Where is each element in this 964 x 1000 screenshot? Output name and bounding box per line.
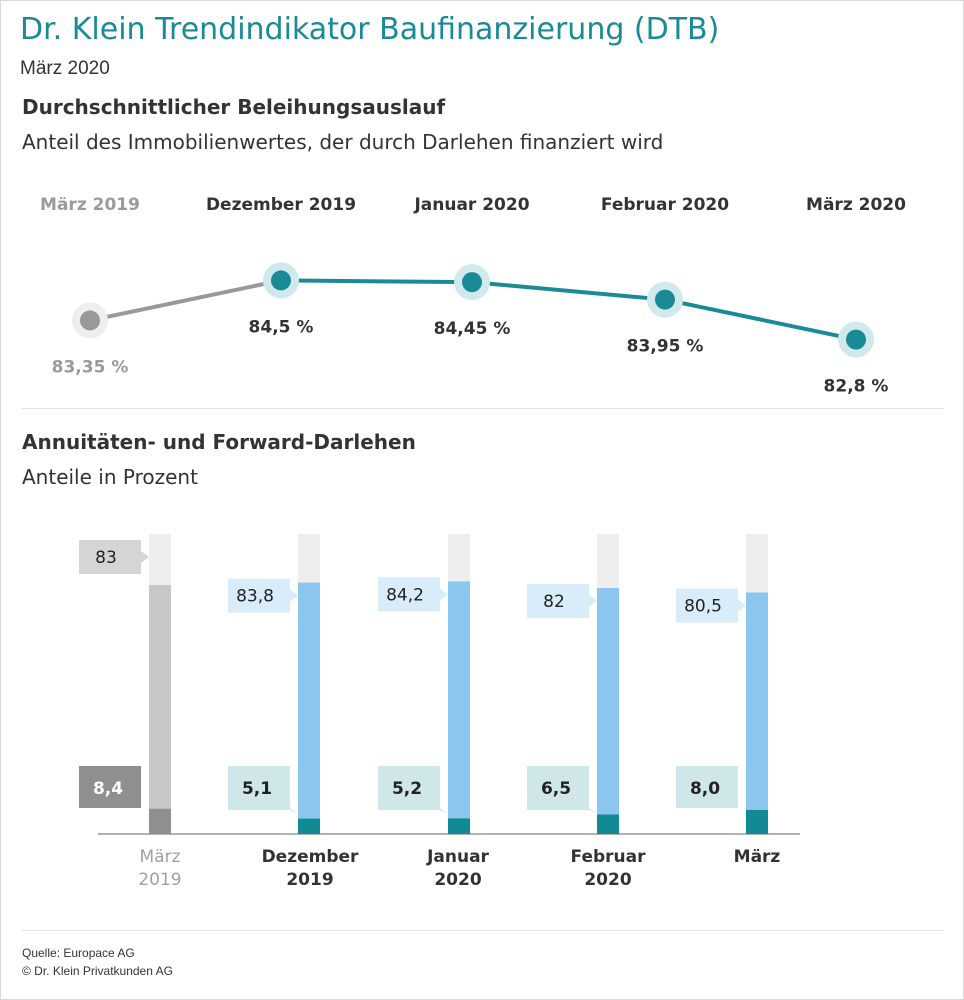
bar-category-label: Februar [571,847,647,867]
bar-category-label: 2019 [138,870,181,890]
bar-category-label: Januar [426,847,489,867]
bar-forward-callout [527,766,597,814]
bar-forward-callout [228,766,298,814]
bar-category-label: 2019 [286,870,333,890]
bar-annuity-callout [676,588,746,623]
bar-category-label: 2020 [434,870,481,890]
bar-annuity-value-label: 82 [543,592,565,612]
page-subtitle: März 2020 [20,58,110,79]
line-point [655,289,675,310]
bar-forward [597,814,619,834]
line-segment [470,280,667,302]
bar-annuity-value-label: 80,5 [684,597,722,617]
line-value-label: 82,8 % [824,377,889,397]
bar-annuity-value-label: 83 [95,548,117,568]
bar-forward-value-label: 5,2 [392,779,422,799]
line-value-label: 83,95 % [627,337,704,357]
bar-annuity-callout [378,577,448,612]
bar-annuity [149,585,171,834]
bar-chart-title: Annuitäten- und Forward-Darlehen [22,430,416,454]
bar-forward-value-label: 6,5 [541,779,571,799]
bar-chart-subtitle: Anteile in Prozent [22,465,198,489]
bar-forward [746,810,768,834]
bar-forward-value-label: 5,1 [242,779,272,799]
line-chart-title: Durchschnittlicher Beleihungsauslauf [22,95,446,119]
bar-category-label: Dezember [262,847,359,867]
line-category-label: März 2019 [40,195,140,215]
bar-category-label: März [734,847,781,867]
bar-forward [298,818,320,834]
bar-forward [149,808,171,834]
line-segment [663,297,858,342]
bar-annuity [746,592,768,834]
line-segment [88,278,283,323]
line-point [462,272,482,293]
bar-forward [448,818,470,834]
line-category-label: Februar 2020 [601,195,729,215]
line-chart-subtitle: Anteil des Immobilienwertes, der durch D… [22,130,664,154]
bar-annuity-callout [527,584,597,618]
line-chart: März 2019 Dezember 2019 Januar 2020 Februar… [40,195,906,397]
bar-chart: 83 8,4 März 2019 83,8 5,1 Dezember 2019 84,2 5,2 J… [79,534,800,890]
line-value-label: 84,45 % [434,319,511,339]
bar-category-label: März [140,847,181,867]
page-title: Dr. Klein Trendindikator Baufinanzierung… [20,12,720,47]
bar-annuity-callout [79,540,149,574]
line-point [80,310,100,331]
bar-forward-value-label: 8,0 [690,779,720,799]
bar-category-label: 2020 [584,870,631,890]
footer-divider [22,930,944,931]
bar-annuity-value-label: 83,8 [236,587,274,607]
copyright-note: © Dr. Klein Privatkunden AG [22,964,173,978]
line-category-label: Januar 2020 [413,195,529,215]
line-category-label: Dezember 2019 [206,195,356,215]
bar-forward-callout [676,766,746,812]
bar-forward-callout [378,766,448,814]
bar-annuity [448,581,470,834]
line-category-label: März 2020 [806,195,906,215]
bar-annuity-value-label: 84,2 [386,585,424,605]
line-point [271,270,291,291]
line-segment [279,278,474,285]
source-note: Quelle: Europace AG [22,946,135,960]
bar-forward-callout [79,766,149,812]
line-point [846,329,866,350]
section-divider [22,408,944,409]
line-value-label: 83,35 % [52,357,129,377]
bar-annuity [597,588,619,834]
bar-forward-value-label: 8,4 [93,779,123,799]
bar-annuity-callout [228,578,298,613]
bar-annuity [298,582,320,834]
line-value-label: 84,5 % [249,317,314,337]
